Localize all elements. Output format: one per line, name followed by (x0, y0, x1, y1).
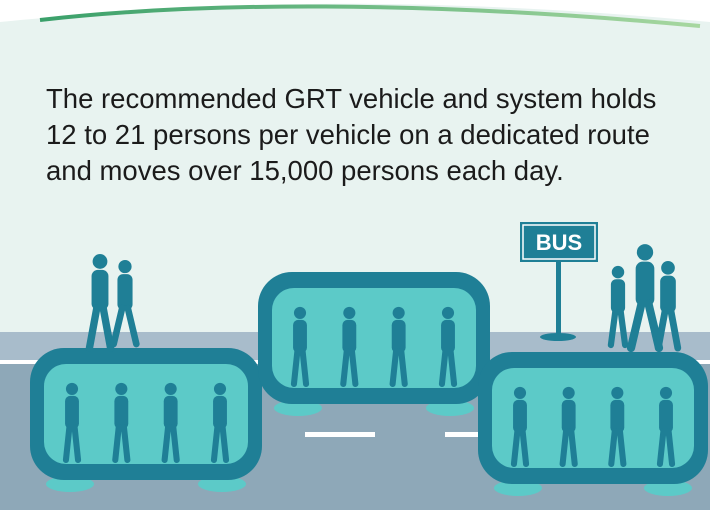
person-legs (510, 428, 530, 468)
person-head (392, 306, 405, 319)
person-body (117, 274, 133, 310)
person (340, 306, 359, 388)
person-body (114, 395, 129, 429)
person-body (561, 399, 576, 433)
person-body (660, 275, 676, 313)
sign-border (522, 224, 596, 260)
person-body (610, 399, 625, 433)
person-body (65, 395, 79, 429)
person (62, 382, 82, 464)
person-body (610, 279, 626, 313)
person (656, 386, 676, 468)
person-body (391, 319, 406, 353)
person-head (164, 382, 177, 395)
person-head (611, 265, 625, 279)
person-legs (607, 308, 629, 349)
person-legs (112, 424, 131, 464)
person-head (118, 259, 132, 274)
person (389, 306, 408, 388)
person (510, 386, 530, 468)
person-legs (161, 424, 180, 464)
person (210, 382, 230, 464)
person-head (293, 306, 307, 319)
person-head (343, 306, 356, 319)
person-head (636, 244, 654, 261)
person-legs (62, 424, 82, 464)
person-legs (608, 428, 627, 468)
person-legs (290, 348, 310, 388)
person (559, 386, 578, 468)
lane-dash (305, 432, 375, 437)
person-body (635, 261, 655, 306)
top-band (0, 0, 710, 22)
person-legs (389, 348, 408, 388)
person (112, 382, 131, 464)
person-head (611, 386, 624, 399)
wave-line (39, 4, 701, 28)
vehicle (30, 348, 262, 492)
person-head (115, 382, 128, 395)
person-legs (656, 428, 676, 468)
person-legs (438, 348, 458, 388)
person (438, 306, 458, 388)
vehicle (478, 352, 708, 496)
sign-board (520, 222, 598, 262)
person (654, 260, 682, 352)
person-body (441, 319, 455, 353)
person-legs (210, 424, 230, 464)
person-head (661, 260, 675, 275)
text-line: The recommended GRT vehicle and system h… (46, 83, 656, 114)
person-body (342, 319, 357, 353)
person-legs (110, 304, 140, 348)
person-head (562, 386, 575, 399)
person-body (213, 395, 227, 429)
person (110, 259, 140, 348)
person-legs (340, 348, 359, 388)
person-legs (85, 304, 115, 352)
person (85, 254, 115, 352)
person-head (513, 386, 527, 399)
person-head (92, 254, 108, 269)
sign-text: BUS (536, 230, 582, 255)
person (608, 386, 627, 468)
text-line: 12 to 21 persons per vehicle on a dedica… (46, 119, 650, 150)
person-body (91, 269, 109, 310)
person (161, 382, 180, 464)
person-body (163, 395, 178, 429)
person-body (293, 319, 307, 353)
vehicle-window (492, 368, 694, 468)
person-head (659, 386, 673, 399)
person-head (213, 382, 227, 395)
sign-base (540, 333, 576, 341)
person (607, 265, 629, 349)
lane-dash (445, 432, 485, 437)
person-body (659, 399, 673, 433)
vehicle-window (44, 364, 248, 464)
vehicle (258, 272, 490, 416)
vehicle-window (272, 288, 476, 388)
person (290, 306, 310, 388)
person-body (513, 399, 527, 433)
text-line: and moves over 15,000 persons each day. (46, 155, 564, 186)
person-legs (654, 307, 682, 352)
person-head (65, 382, 79, 395)
sign-pole (556, 258, 561, 336)
person-legs (559, 428, 578, 468)
person-head (441, 306, 455, 319)
